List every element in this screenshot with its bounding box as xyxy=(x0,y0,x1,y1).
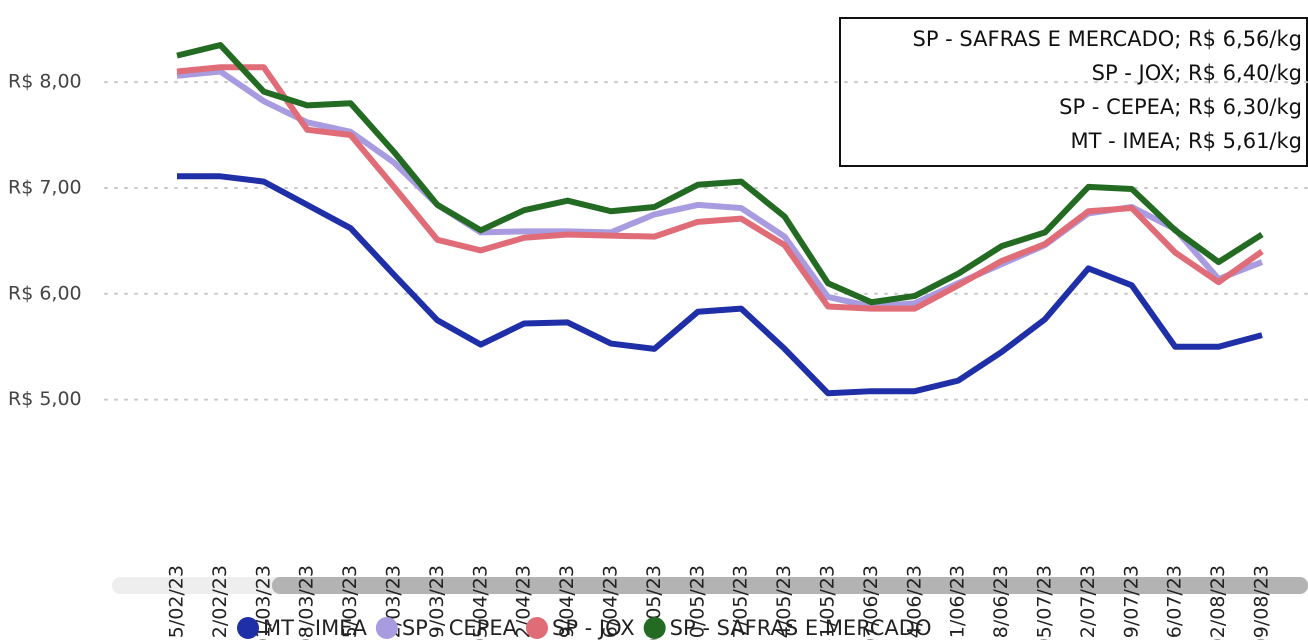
x-tick-label: 02/08/23 xyxy=(1207,565,1229,640)
x-tick-label: 19/07/23 xyxy=(1120,565,1142,640)
annotation: MT - IMEA; R$ 5,61/kg xyxy=(1070,129,1302,153)
x-tick-label: 22/02/23 xyxy=(209,565,231,640)
legend-marker xyxy=(525,617,548,639)
annotation: SP - JOX; R$ 6,40/kg xyxy=(1092,61,1302,85)
x-tick-label: 08/03/23 xyxy=(296,565,318,640)
x-tick-label: 09/08/23 xyxy=(1251,565,1273,640)
x-tick-label: 14/06/23 xyxy=(903,565,925,640)
x-tick-label: 21/06/23 xyxy=(947,565,969,640)
y-tick-label: R$ 6,00 xyxy=(8,282,82,304)
series-line xyxy=(177,173,1263,397)
legend-label[interactable]: SP - CEPEA xyxy=(402,616,518,640)
x-tick-label: 31/05/23 xyxy=(817,565,839,640)
legend-label[interactable]: SP - JOX xyxy=(552,616,635,640)
x-tick-label: 26/04/23 xyxy=(600,565,622,640)
series-line xyxy=(176,42,1264,306)
x-tick-label: 12/07/23 xyxy=(1077,565,1099,640)
x-tick-label: 15/02/23 xyxy=(166,565,188,640)
x-tick-label: 01/03/23 xyxy=(252,565,274,640)
x-tick-label: 26/07/23 xyxy=(1164,565,1186,640)
x-tick-label: 24/05/23 xyxy=(773,565,795,640)
legend-label[interactable]: MT - IMEA xyxy=(263,616,367,640)
legend-marker xyxy=(643,617,666,639)
x-tick-label: 15/03/23 xyxy=(339,565,361,640)
annotation-box xyxy=(839,17,1308,167)
legend-marker xyxy=(237,617,259,639)
series-line xyxy=(176,64,1264,312)
x-tick-label: 17/05/23 xyxy=(730,565,752,640)
y-tick-label: R$ 8,00 xyxy=(8,71,82,93)
x-tick-label: 19/04/23 xyxy=(556,565,578,640)
legend-label[interactable]: SP - SAFRAS E MERCADO xyxy=(670,616,932,640)
x-tick-label: 29/03/23 xyxy=(426,565,448,640)
x-tick-label: 28/06/23 xyxy=(990,565,1012,640)
annotation: SP - CEPEA; R$ 6,30/kg xyxy=(1059,95,1302,119)
x-tick-label: 05/07/23 xyxy=(1034,565,1056,640)
scrollbar-thumb[interactable] xyxy=(272,577,1308,594)
y-tick-label: R$ 5,00 xyxy=(8,388,82,410)
x-tick-label: 07/06/23 xyxy=(860,565,882,640)
annotation: SP - SAFRAS E MERCADO; R$ 6,56/kg xyxy=(912,27,1302,51)
x-tick-label: 05/04/23 xyxy=(469,565,491,640)
x-tick-label: 10/05/23 xyxy=(686,565,708,640)
y-tick-label: R$ 7,00 xyxy=(8,176,82,198)
legend-marker xyxy=(375,617,398,639)
